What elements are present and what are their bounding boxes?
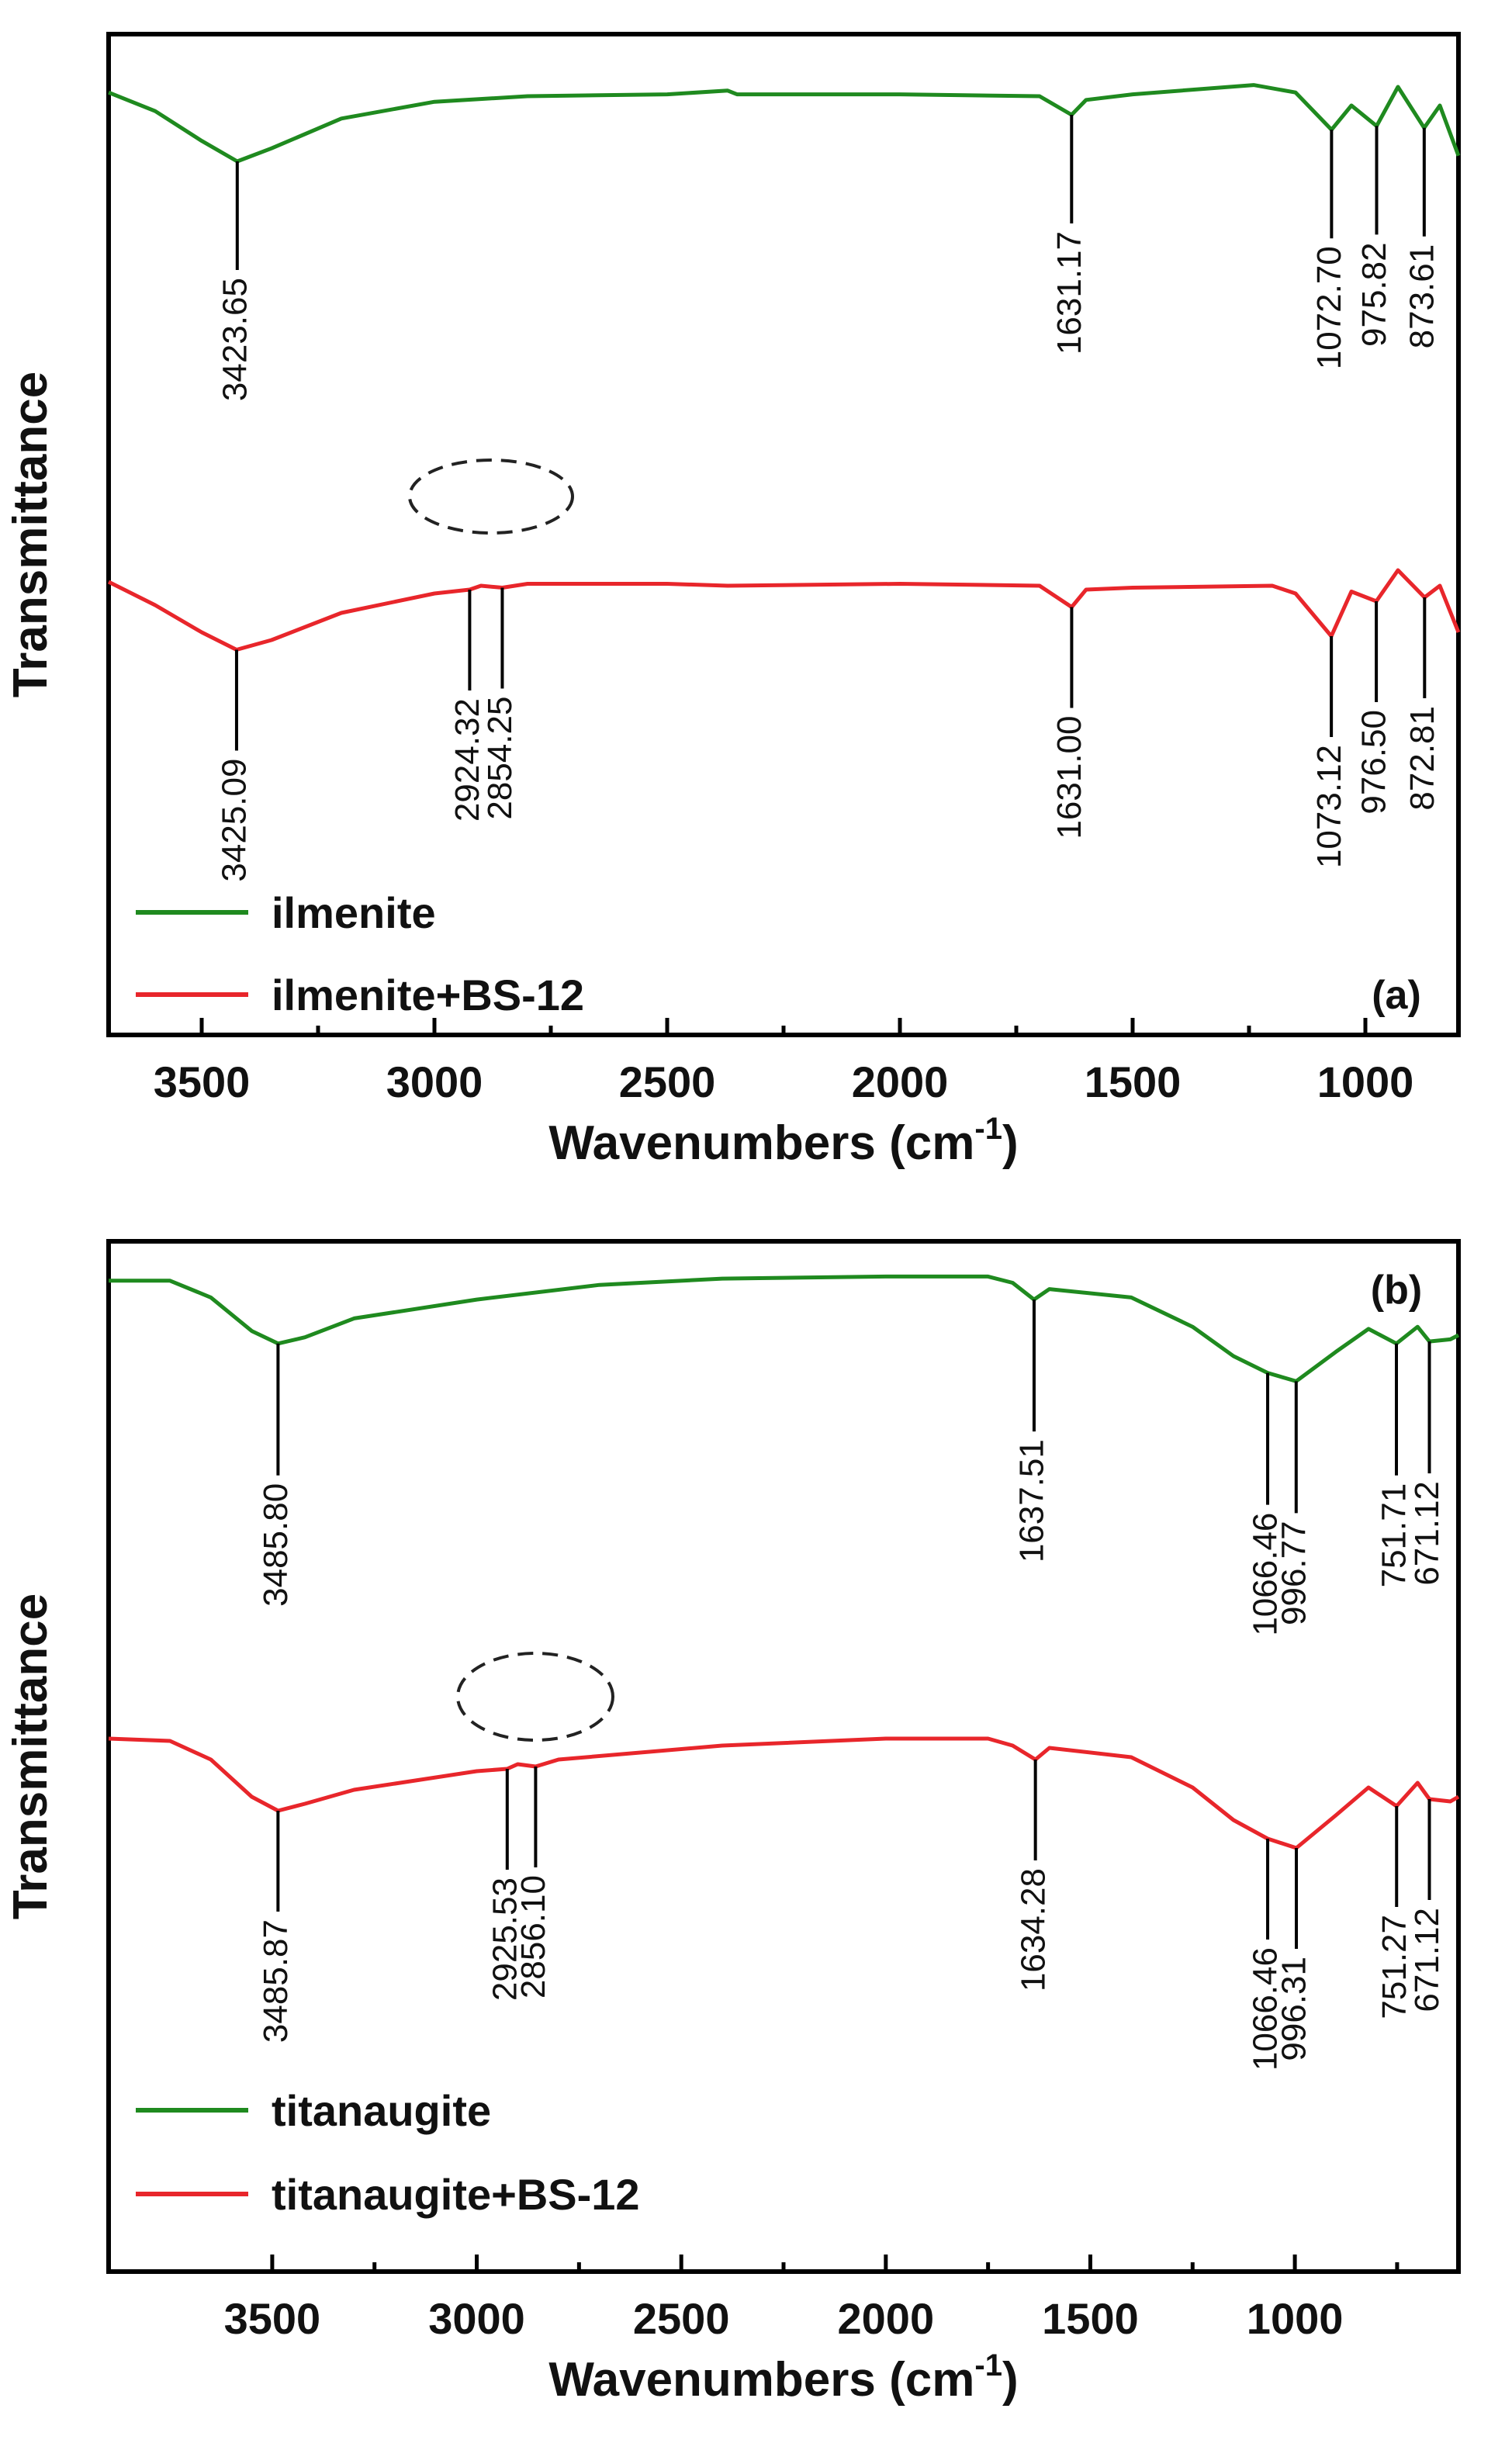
peak-label: 1634.28 xyxy=(1014,1868,1052,1992)
x-tick-label: 1500 xyxy=(1085,1057,1182,1106)
x-tick-label: 3000 xyxy=(386,1057,483,1106)
peak-label: 2925.53 xyxy=(486,1877,524,2001)
x-tick-label: 2000 xyxy=(852,1057,949,1106)
x-axis-title: Wavenumbers (cm-1) xyxy=(548,1112,1018,1170)
peak-label: 1631.17 xyxy=(1050,231,1088,355)
peak-label: 1066.46 xyxy=(1247,1947,1285,2071)
x-axis-title-sup: -1 xyxy=(974,2348,1002,2383)
peak-label: 996.31 xyxy=(1275,1957,1313,2061)
legend-label-0: ilmenite xyxy=(272,888,436,937)
peak-label: 873.61 xyxy=(1403,244,1441,349)
peak-label: 3423.65 xyxy=(216,278,254,401)
panel-label: (a) xyxy=(1372,973,1421,1018)
ir-spectrum-chart-a: 3500 3000 2500 2000 1500 1000 Wavenumbers (cm-… xyxy=(4,32,1461,1170)
highlight-ellipse xyxy=(456,1652,614,1742)
peak-label: 2854.25 xyxy=(481,697,519,820)
series-line-0 xyxy=(108,83,1461,164)
peak-label: 976.50 xyxy=(1355,710,1393,815)
x-tick-label: 2500 xyxy=(633,2294,730,2343)
peak-label: 1073.12 xyxy=(1310,745,1348,868)
legend-label-1: ilmenite+BS-12 xyxy=(272,971,584,1019)
series-line-0 xyxy=(109,1274,1460,1383)
peak-label: 3485.87 xyxy=(257,1919,295,2043)
series-line-1 xyxy=(107,568,1461,652)
peak-label: 975.82 xyxy=(1355,242,1393,347)
legend-label-1: titanaugite+BS-12 xyxy=(272,2170,640,2219)
x-tick-label: 3500 xyxy=(224,2294,321,2343)
series-line-1 xyxy=(108,1736,1460,1850)
highlight-ellipse xyxy=(408,459,574,535)
x-tick-label: 2000 xyxy=(838,2294,935,2343)
peak-label: 2924.32 xyxy=(448,698,486,822)
peak-label: 872.81 xyxy=(1403,706,1441,811)
x-tick-label: 3000 xyxy=(428,2294,525,2343)
peak-label: 3485.80 xyxy=(257,1483,295,1607)
peak-label: 1631.00 xyxy=(1050,716,1088,839)
x-axis-title-close: ) xyxy=(1002,2353,1019,2407)
chart-panel-a: 3500 3000 2500 2000 1500 1000 Wavenumbers (cm-… xyxy=(0,0,1512,1210)
peak-label: 751.27 xyxy=(1375,1915,1413,2019)
legend-label-0: titanaugite xyxy=(272,2086,491,2135)
x-tick-label: 1500 xyxy=(1042,2294,1139,2343)
x-tick-label: 2500 xyxy=(619,1057,716,1106)
x-axis-title-sup: -1 xyxy=(974,1112,1002,1146)
panel-label: (b) xyxy=(1371,1268,1422,1313)
x-axis-title: Wavenumbers (cm-1) xyxy=(548,2348,1018,2407)
peak-label: 751.71 xyxy=(1375,1483,1413,1588)
plot-frame xyxy=(106,32,1461,1037)
ir-spectrum-chart-b: 3500 3000 2500 2000 1500 1000 Wavenumbers (cm-… xyxy=(4,1239,1461,2407)
peak-label: 3425.09 xyxy=(216,759,254,882)
peak-label: 671.12 xyxy=(1408,1481,1446,1586)
peak-label: 1072.70 xyxy=(1310,246,1348,369)
peak-label: 996.77 xyxy=(1275,1521,1313,1625)
x-axis-title-main: Wavenumbers (cm xyxy=(548,1116,974,1170)
x-axis-title-close: ) xyxy=(1002,1116,1019,1170)
x-tick-label: 3500 xyxy=(154,1057,251,1106)
x-tick-label: 1000 xyxy=(1247,2294,1344,2343)
x-tick-label: 1000 xyxy=(1317,1057,1414,1106)
peak-label: 2856.10 xyxy=(514,1875,552,1998)
y-axis-title: Transmittance xyxy=(4,1594,57,1919)
chart-panel-b: 3500 3000 2500 2000 1500 1000 Wavenumbers (cm-… xyxy=(0,1210,1512,2457)
y-axis-title: Transmittance xyxy=(4,372,57,697)
peak-label: 1637.51 xyxy=(1013,1439,1051,1562)
x-axis-title-main: Wavenumbers (cm xyxy=(548,2353,974,2407)
peak-label: 671.12 xyxy=(1408,1908,1446,2012)
peak-label: 1066.46 xyxy=(1247,1513,1285,1636)
